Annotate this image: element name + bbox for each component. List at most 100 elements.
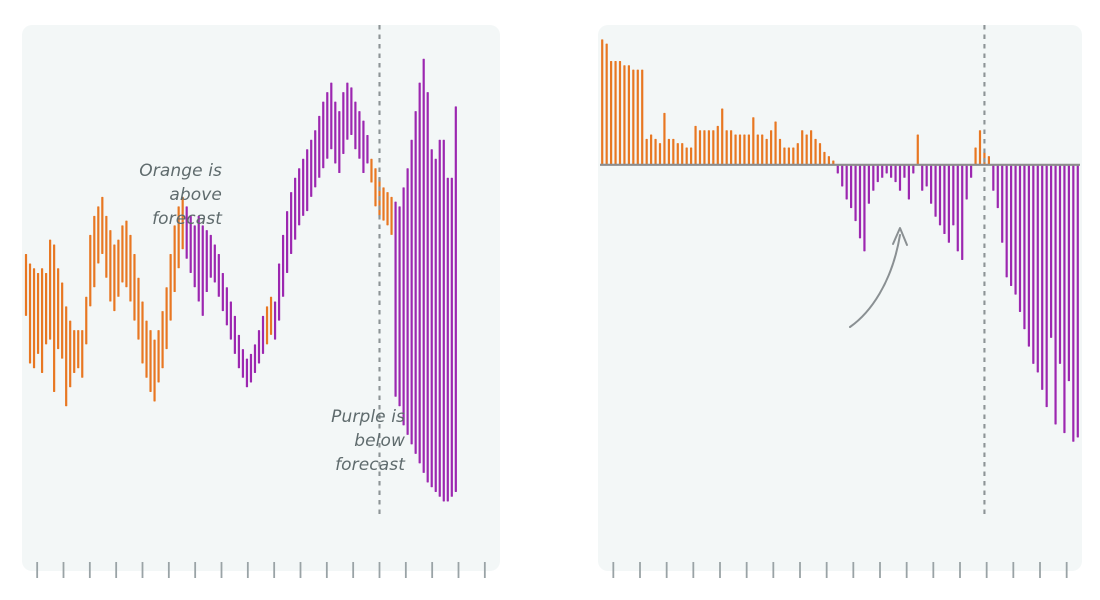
deviation-bar bbox=[605, 43, 608, 165]
range-bar bbox=[338, 111, 341, 174]
deviation-bar bbox=[907, 164, 910, 200]
deviation-bar bbox=[1032, 164, 1035, 364]
deviation-bar bbox=[827, 156, 830, 165]
range-bar bbox=[374, 168, 377, 207]
deviation-bar bbox=[743, 134, 746, 165]
deviation-bar bbox=[885, 164, 888, 174]
deviation-bar bbox=[903, 164, 906, 178]
range-bar bbox=[261, 315, 265, 354]
deviation-bar bbox=[992, 164, 995, 191]
range-bar bbox=[354, 101, 357, 150]
deviation-bar bbox=[996, 164, 999, 209]
range-bar bbox=[221, 273, 224, 312]
deviation-bar bbox=[810, 130, 813, 165]
range-bar bbox=[24, 253, 28, 316]
deviation-bar bbox=[1036, 164, 1039, 373]
deviation-bar bbox=[792, 147, 795, 165]
range-bar bbox=[61, 282, 64, 359]
deviation-bar bbox=[823, 151, 826, 165]
range-bar bbox=[213, 244, 216, 283]
deviation-bar bbox=[632, 69, 635, 165]
range-bar bbox=[121, 225, 124, 283]
range-bar bbox=[314, 130, 317, 188]
range-bar bbox=[350, 87, 353, 135]
range-bar bbox=[382, 187, 385, 221]
deviation-bar bbox=[770, 130, 773, 165]
range-bar bbox=[97, 206, 100, 264]
range-bar bbox=[450, 177, 453, 497]
range-bar bbox=[362, 120, 365, 174]
deviation-bar bbox=[805, 134, 808, 165]
range-bar bbox=[318, 115, 321, 178]
deviation-bar bbox=[641, 69, 644, 165]
deviation-bar bbox=[654, 138, 657, 165]
deviation-bar bbox=[636, 69, 639, 165]
deviation-bar bbox=[938, 164, 942, 226]
range-bar bbox=[281, 234, 285, 297]
deviation-bar bbox=[787, 147, 790, 165]
range-bar bbox=[298, 168, 301, 226]
range-bar bbox=[109, 230, 112, 302]
range-bar bbox=[197, 215, 200, 302]
deviation-bar bbox=[614, 60, 617, 165]
range-bar bbox=[161, 311, 164, 369]
range-bar bbox=[237, 334, 241, 369]
range-bar bbox=[410, 139, 413, 445]
range-bar bbox=[89, 234, 92, 307]
left-chart-plot bbox=[24, 25, 457, 515]
deviation-bar bbox=[841, 164, 844, 187]
range-bar bbox=[201, 225, 204, 316]
deviation-bar bbox=[1063, 164, 1066, 434]
deviation-bar bbox=[1054, 164, 1057, 425]
deviation-bar bbox=[1045, 164, 1048, 408]
deviation-bar bbox=[667, 138, 670, 165]
range-bar bbox=[434, 158, 437, 492]
deviation-bar bbox=[725, 130, 728, 165]
range-bar bbox=[101, 196, 104, 254]
range-bar bbox=[149, 330, 152, 392]
range-bar bbox=[205, 230, 208, 293]
range-bar bbox=[185, 206, 188, 259]
deviation-bar bbox=[894, 164, 897, 183]
range-bar bbox=[290, 192, 293, 254]
left-chart-panel: Orange is above forecast Purple is below… bbox=[22, 25, 500, 571]
range-bar bbox=[137, 277, 140, 340]
deviation-bar bbox=[765, 138, 768, 165]
range-bar bbox=[177, 206, 180, 269]
range-bar bbox=[265, 306, 269, 345]
range-bar bbox=[346, 82, 349, 140]
range-bar bbox=[129, 234, 132, 302]
range-bar bbox=[81, 330, 84, 378]
deviation-bar bbox=[747, 134, 750, 165]
callout-arrow-head bbox=[892, 227, 908, 246]
deviation-bar bbox=[801, 130, 804, 165]
range-bar bbox=[322, 101, 325, 169]
deviation-bar bbox=[970, 164, 973, 178]
range-bar bbox=[65, 306, 68, 407]
range-bar bbox=[141, 301, 144, 364]
range-bar bbox=[330, 82, 333, 150]
range-bar bbox=[217, 253, 220, 297]
range-bar bbox=[57, 268, 60, 350]
range-bar bbox=[145, 320, 148, 378]
left-bar-group bbox=[24, 58, 457, 502]
range-bar bbox=[209, 234, 212, 278]
range-bar bbox=[93, 215, 96, 288]
range-bar bbox=[36, 273, 40, 354]
deviation-bar bbox=[712, 130, 715, 165]
range-bar bbox=[277, 263, 281, 321]
range-bar bbox=[233, 315, 236, 354]
deviation-bar bbox=[845, 164, 848, 200]
deviation-bar bbox=[867, 164, 870, 204]
range-bar bbox=[225, 287, 228, 326]
range-bar bbox=[438, 139, 441, 497]
deviation-bar bbox=[707, 130, 710, 165]
deviation-bar bbox=[756, 134, 759, 165]
deviation-bar bbox=[658, 143, 662, 165]
range-bar bbox=[398, 206, 401, 407]
deviation-bar bbox=[698, 130, 702, 165]
deviation-bar bbox=[978, 130, 982, 165]
range-bar bbox=[269, 296, 273, 335]
deviation-bar bbox=[703, 130, 706, 165]
deviation-bar bbox=[618, 60, 622, 165]
